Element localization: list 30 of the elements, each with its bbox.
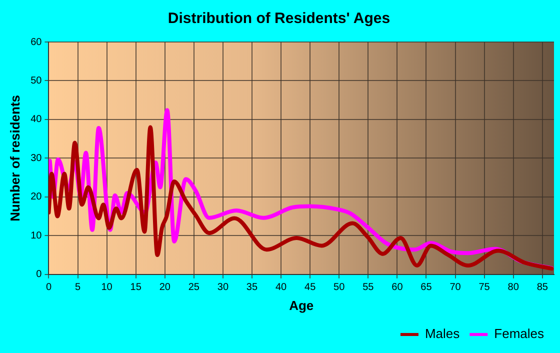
y-tick-label: 60 (30, 36, 42, 48)
x-tick-label: 0 (46, 282, 52, 294)
x-tick-label: 70 (450, 282, 462, 294)
x-tick-label: 40 (275, 282, 288, 294)
x-tick-label: 5 (74, 282, 81, 294)
y-tick-label: 50 (30, 75, 42, 86)
x-axis-title: Age (289, 298, 314, 313)
y-tick-label: 0 (36, 269, 42, 280)
x-tick-label: 45 (304, 282, 316, 294)
x-tick-label: 75 (478, 282, 490, 294)
y-axis-title: Number of residents (7, 94, 22, 222)
x-tick-label: 30 (217, 282, 229, 294)
chart-title: Distribution of Residents' Ages (168, 10, 390, 28)
x-tick-label: 60 (392, 282, 404, 294)
y-tick-label: 10 (30, 230, 42, 242)
x-tick-label: 25 (188, 282, 200, 294)
x-tick-label: 10 (101, 282, 113, 294)
x-tick-label: 15 (130, 282, 142, 294)
x-tick-label: 55 (362, 282, 374, 294)
y-tick-label: 20 (30, 192, 42, 203)
y-tick-label: 40 (30, 114, 42, 126)
x-tick-label: 80 (508, 282, 520, 294)
x-tick-label: 20 (159, 282, 171, 294)
legend-label: Males (424, 326, 460, 342)
x-tick-label: 50 (334, 282, 346, 294)
x-tick-label: 65 (420, 282, 432, 294)
x-tick-label: 35 (246, 282, 258, 294)
y-tick-label: 30 (30, 152, 42, 164)
x-tick-label: 85 (536, 282, 548, 294)
legend-label: Females (494, 326, 544, 342)
